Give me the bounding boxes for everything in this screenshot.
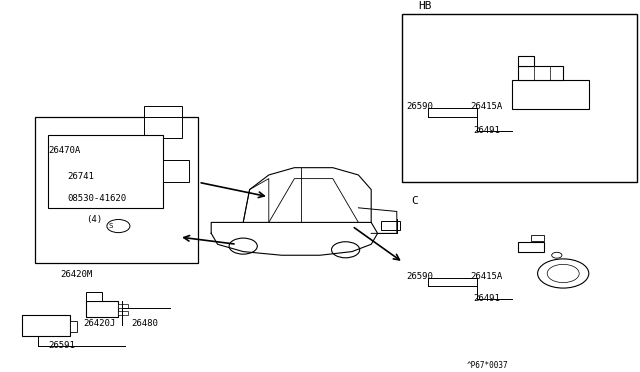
Circle shape (552, 252, 562, 258)
Bar (512, 80, 589, 109)
Bar (163, 160, 189, 182)
Text: 26470A: 26470A (48, 146, 80, 155)
Text: C: C (412, 196, 419, 206)
Bar (48, 135, 163, 208)
Bar (402, 15, 637, 182)
Text: 26491: 26491 (474, 126, 500, 135)
Text: 26415A: 26415A (470, 272, 502, 281)
Bar (118, 311, 128, 315)
Text: 26591: 26591 (48, 341, 75, 350)
Bar (35, 116, 198, 263)
Text: 26415A: 26415A (470, 102, 502, 111)
Text: 26420M: 26420M (61, 270, 93, 279)
Text: (4): (4) (86, 215, 102, 224)
Text: 26590: 26590 (406, 272, 433, 281)
Text: ^P67*0037: ^P67*0037 (467, 361, 509, 371)
Text: 26420J: 26420J (83, 320, 115, 328)
Text: 26480: 26480 (131, 320, 158, 328)
Text: 08530-41620: 08530-41620 (67, 193, 126, 202)
Text: HB: HB (418, 1, 431, 11)
Bar (381, 221, 400, 230)
Text: 26741: 26741 (67, 171, 94, 181)
Text: 26590: 26590 (406, 102, 433, 111)
Bar (86, 292, 102, 301)
Bar (518, 65, 563, 80)
Bar (518, 57, 534, 65)
Bar (144, 106, 182, 116)
Text: S: S (109, 223, 113, 229)
Bar (86, 301, 118, 317)
Text: 26491: 26491 (474, 294, 500, 303)
Bar (118, 304, 128, 308)
Bar (144, 116, 182, 138)
Bar (22, 315, 70, 336)
Bar (70, 321, 77, 332)
Bar (531, 235, 544, 241)
Bar (518, 243, 544, 251)
